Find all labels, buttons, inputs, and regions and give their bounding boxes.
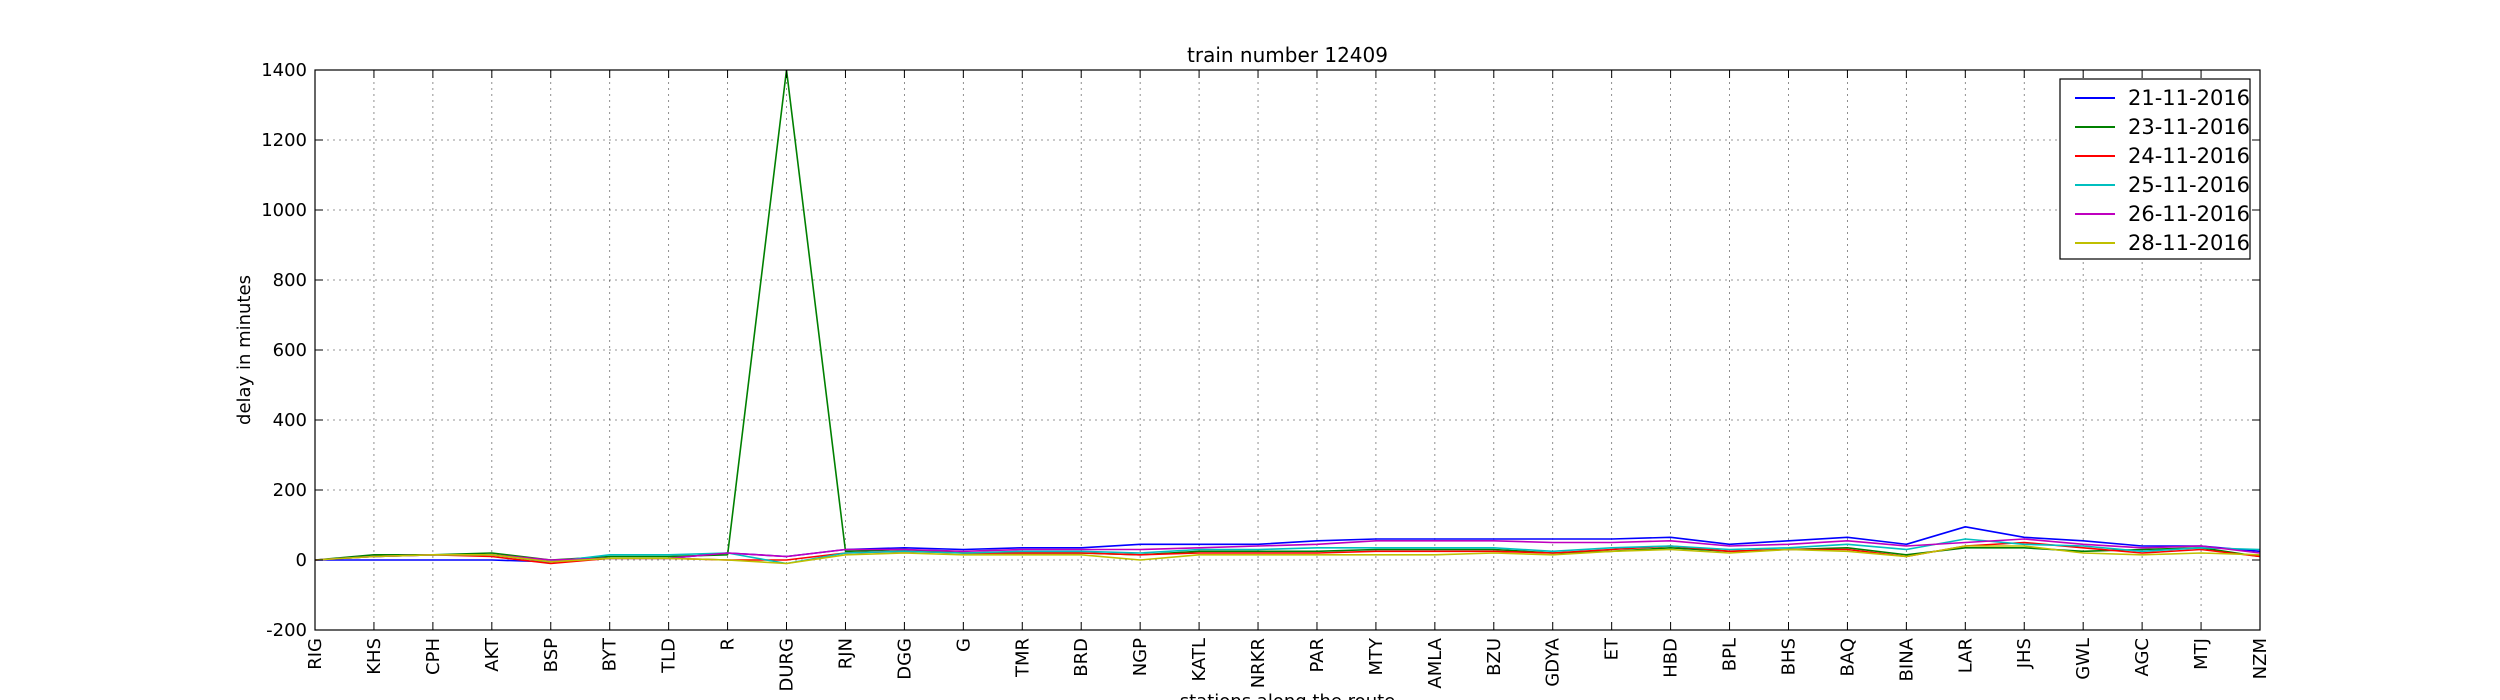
x-tick-label: CPH [423,638,444,675]
y-tick-label: -200 [266,620,307,641]
grid-lines [315,70,2260,630]
y-tick-label: 400 [273,410,307,431]
legend-label: 23-11-2016 [2128,115,2250,139]
x-tick-label: BZU [1484,638,1505,676]
y-axis-tick-labels: -200 0 200 400 600 800 1000 1200 1400 [261,60,307,641]
y-tick-label: 600 [273,340,307,361]
y-tick-label: 1200 [261,130,307,151]
x-tick-label: KATL [1189,638,1210,681]
x-tick-label: AKT [482,637,503,672]
x-tick-label: BINA [1896,637,1917,681]
x-tick-label: JHS [2014,638,2035,669]
y-axis-label: delay in minutes [234,275,255,425]
x-tick-label: RIG [305,638,326,670]
x-tick-label: BHS [1778,638,1799,675]
x-tick-label: BYT [600,637,621,671]
x-tick-label: GDYA [1543,637,1564,686]
x-tick-label: TMR [1012,638,1033,678]
x-axis-tick-labels: RIG KHS CPH AKT BSP BYT TLD R DURG RJN DGG G TMR BRD N… [305,637,2271,692]
x-tick-label: BAQ [1837,638,1858,677]
y-tick-label: 200 [273,480,307,501]
axis-ticks [314,69,2261,631]
x-axis-label: stations along the route [1180,691,1395,700]
x-tick-label: DGG [894,638,915,680]
x-tick-label: PAR [1307,638,1328,673]
series-lines [315,70,2260,565]
x-tick-label: NGP [1130,638,1151,676]
legend-label: 21-11-2016 [2128,86,2250,110]
x-tick-label: BSP [541,638,562,672]
x-tick-label: GWL [2073,638,2094,680]
legend: 21-11-2016 23-11-2016 24-11-2016 25-11-2016… [2059,78,2251,260]
series-line [315,545,2260,565]
legend-box [2059,78,2251,260]
legend-label: 26-11-2016 [2128,202,2250,226]
chart-title: train number 12409 [1187,43,1388,67]
legend-label: 25-11-2016 [2128,173,2250,197]
y-tick-label: 0 [296,550,307,571]
x-tick-label: AMLA [1425,637,1446,688]
x-tick-label: LAR [1955,638,1976,673]
series-line [315,70,2260,561]
legend-label: 28-11-2016 [2128,231,2250,255]
x-tick-label: DURG [777,638,798,692]
x-tick-label: ET [1602,637,1623,660]
x-tick-label: AGC [2132,638,2153,677]
x-tick-label: BRD [1071,638,1092,677]
x-tick-label: BPL [1720,638,1741,671]
x-tick-label: RJN [835,638,856,669]
y-tick-label: 800 [273,270,307,291]
x-tick-label: TLD [659,638,680,674]
x-tick-label: NZM [2250,638,2271,679]
x-tick-label: MTY [1366,637,1387,676]
x-tick-label: G [953,638,974,652]
legend-label: 24-11-2016 [2128,144,2250,168]
x-tick-label: NRKR [1248,638,1269,688]
y-tick-label: 1400 [261,60,307,81]
x-tick-label: MTJ [2191,638,2212,670]
x-tick-label: R [718,638,739,651]
y-tick-label: 1000 [261,200,307,221]
x-tick-label: KHS [364,638,385,675]
x-tick-label: HBD [1661,638,1682,678]
